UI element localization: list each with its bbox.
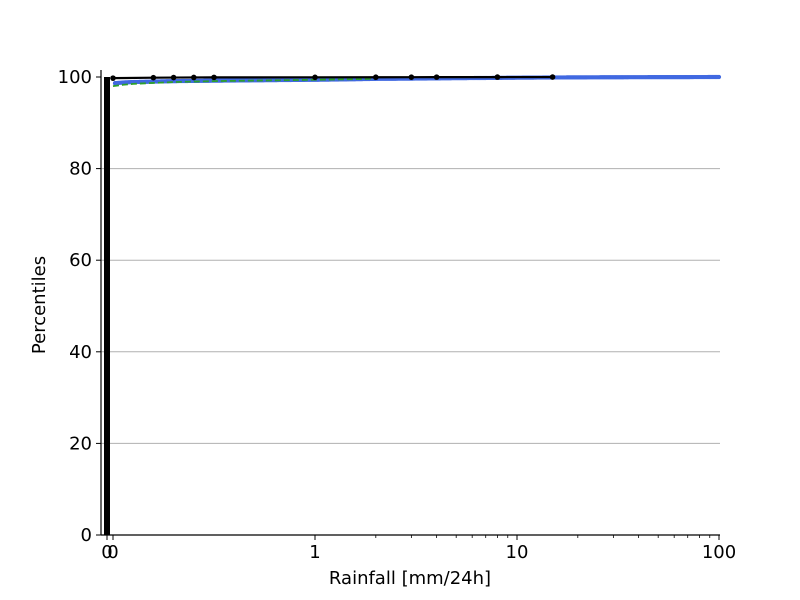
y-tick-label: 20 [69, 433, 92, 454]
series-2-marker [150, 74, 157, 81]
x-tick-label: 0 [101, 542, 112, 563]
series-2-marker [373, 74, 379, 81]
y-tick-label: 80 [69, 159, 92, 180]
series-2-marker [549, 74, 556, 80]
series-2-marker [433, 74, 440, 80]
y-axis-label: Percentiles [29, 256, 50, 354]
x-tick-label: 0 [107, 542, 118, 563]
series-2-line [112, 75, 553, 80]
series-0-point [716, 74, 722, 80]
axes [96, 70, 720, 540]
y-tick-label: 40 [69, 342, 92, 363]
x-tick-label: 100 [702, 542, 736, 563]
series-1-line [112, 77, 376, 88]
series-2-marker [408, 74, 415, 80]
y-tick-label: 0 [81, 525, 92, 546]
series-2-marker [110, 75, 116, 81]
series-2-marker [211, 74, 217, 81]
zero-rainfall-band [104, 77, 110, 535]
series-2-marker [312, 74, 318, 81]
tick-labels: 0 20 40 60 80 100 00 1 10 100 [58, 67, 737, 563]
y-tick-label: 60 [69, 250, 92, 271]
series-2-marker [494, 74, 501, 80]
series-2-marker [191, 74, 197, 81]
series-2-marker [170, 74, 177, 81]
x-tick-label: 1 [309, 542, 320, 563]
series-group [104, 74, 722, 535]
gridlines [101, 168, 720, 444]
y-tick-label: 100 [58, 67, 92, 88]
x-axis-label: Rainfall [mm/24h] [329, 568, 491, 589]
x-tick-label: 10 [506, 542, 529, 563]
